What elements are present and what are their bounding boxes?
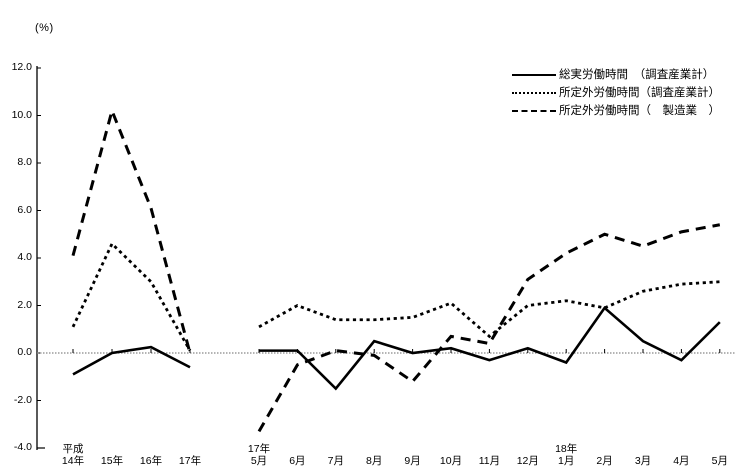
x-tick-label: 8月 bbox=[366, 455, 383, 467]
x-tick-label: 5月 bbox=[711, 455, 728, 467]
legend-item-0: 総実労働時間 （調査産業計） bbox=[512, 66, 720, 84]
x-tick-label: 15年 bbox=[100, 455, 124, 467]
y-tick-label: 12.0 bbox=[11, 61, 32, 73]
x-tick-label: 9月 bbox=[404, 455, 421, 467]
legend-item-1: 所定外労働時間（調査産業計） bbox=[512, 84, 720, 102]
legend-swatch-dotted-line bbox=[512, 87, 556, 99]
x-tick-label-year: 平成 bbox=[62, 443, 84, 455]
legend-swatch-dashed-line bbox=[512, 105, 556, 117]
y-tick-label: 4.0 bbox=[17, 251, 32, 263]
y-tick-label: 6.0 bbox=[17, 203, 32, 216]
y-tick-label: -2.0 bbox=[13, 393, 32, 406]
x-tick-label: 2月 bbox=[596, 455, 613, 467]
legend-label-2: 所定外労働時間（ 製造業 ） bbox=[559, 105, 720, 117]
y-tick-label: 10.0 bbox=[11, 108, 32, 121]
x-tick-label: 11月 bbox=[478, 455, 501, 467]
x-tick-label: 17年 bbox=[178, 455, 202, 467]
chart-legend: 総実労働時間 （調査産業計） 所定外労働時間（調査産業計） 所定外労働時間（ 製… bbox=[512, 66, 720, 120]
x-tick-label: 7月 bbox=[327, 455, 344, 467]
x-tick-label: 16年 bbox=[139, 455, 163, 467]
x-tick-label: 3月 bbox=[634, 455, 652, 467]
x-tick-label: 14年 bbox=[61, 455, 85, 467]
legend-label-1: 所定外労働時間（調査産業計） bbox=[559, 87, 720, 99]
x-tick-label: 1月 bbox=[558, 455, 575, 467]
legend-item-2: 所定外労働時間（ 製造業 ） bbox=[512, 102, 720, 120]
x-tick-label-year: 17年 bbox=[247, 443, 271, 455]
y-tick-label: 8.0 bbox=[17, 156, 32, 168]
y-tick-label: -4.0 bbox=[13, 441, 32, 453]
y-tick-label: 0.0 bbox=[17, 346, 32, 358]
legend-label-0: 総実労働時間 （調査産業計） bbox=[559, 69, 715, 81]
legend-swatch-solid-line bbox=[512, 69, 556, 81]
y-tick-label: 2.0 bbox=[17, 298, 32, 311]
x-tick-label: 6月 bbox=[289, 455, 306, 467]
y-axis-unit-label: (%) bbox=[35, 22, 54, 34]
x-tick-label: 12月 bbox=[516, 455, 539, 467]
x-tick-label: 10月 bbox=[439, 455, 463, 467]
x-tick-label: 5月 bbox=[250, 455, 268, 467]
x-tick-label: 4月 bbox=[673, 455, 690, 467]
x-tick-label-year: 18年 bbox=[555, 443, 578, 455]
